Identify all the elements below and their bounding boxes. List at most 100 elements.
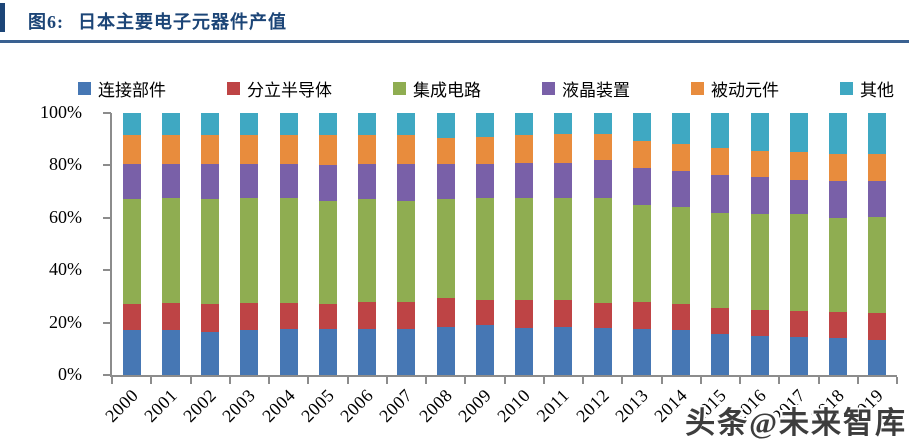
stacked-bar-2017 — [789, 113, 808, 375]
title-accent-bar — [0, 3, 5, 32]
legend-swatch-icon — [691, 82, 704, 95]
bar-slot — [308, 113, 347, 375]
bar-slot — [465, 113, 504, 375]
bar-segment — [711, 334, 730, 375]
stacked-bar-2003 — [240, 113, 259, 375]
bar-segment — [711, 308, 730, 335]
bar-segment — [436, 137, 455, 165]
stacked-bar-2014 — [672, 113, 691, 375]
bar-segment — [593, 134, 612, 161]
bar-slot — [426, 113, 465, 375]
x-axis-tick — [542, 377, 545, 384]
bar-slot — [112, 113, 151, 375]
legend-swatch-icon — [542, 82, 555, 95]
bar-segment — [240, 198, 259, 303]
bar-segment — [318, 165, 337, 201]
y-axis-tick — [103, 374, 111, 376]
bar-segment — [711, 212, 730, 309]
legend-item: 分立半导体 — [227, 76, 332, 101]
bar-segment — [554, 300, 573, 327]
bar-segment — [632, 140, 651, 169]
stacked-bar-2011 — [554, 113, 573, 375]
bars-container — [112, 113, 897, 375]
bar-segment — [161, 330, 180, 375]
x-axis-tick — [856, 377, 859, 384]
stacked-bar-2005 — [318, 113, 337, 375]
x-axis-tick — [621, 377, 624, 384]
bar-slot — [622, 113, 661, 375]
bar-segment — [632, 204, 651, 302]
bar-segment — [358, 199, 377, 302]
bar-segment — [515, 135, 534, 163]
bar-segment — [397, 200, 416, 302]
bar-segment — [672, 113, 691, 145]
bar-segment — [475, 325, 494, 375]
bar-segment — [829, 181, 848, 218]
bar-segment — [554, 134, 573, 163]
bar-segment — [868, 181, 887, 217]
x-axis-tick — [503, 377, 506, 384]
bar-segment — [515, 113, 534, 136]
bar-segment — [201, 331, 220, 375]
bar-segment — [868, 113, 887, 154]
x-axis-tick — [228, 377, 231, 384]
legend-item: 连接部件 — [78, 76, 166, 101]
figure-title-text: 日本主要电子元器件产值 — [78, 12, 287, 32]
y-axis-tick — [103, 112, 111, 114]
bar-segment — [750, 151, 769, 178]
bar-slot — [151, 113, 190, 375]
bar-segment — [789, 179, 808, 214]
bar-slot — [191, 113, 230, 375]
bar-segment — [318, 304, 337, 330]
bar-segment — [201, 199, 220, 305]
bar-segment — [475, 113, 494, 137]
legend-item: 集成电路 — [393, 76, 481, 101]
bar-segment — [554, 198, 573, 301]
bar-segment — [358, 164, 377, 200]
x-axis-tick — [111, 377, 113, 384]
legend-label: 连接部件 — [98, 81, 166, 100]
stacked-bar-2000 — [122, 113, 141, 375]
y-axis-tick — [103, 216, 111, 219]
bar-segment — [475, 164, 494, 199]
x-axis-tick — [739, 377, 741, 384]
x-axis-tick — [268, 377, 270, 384]
bar-segment — [436, 113, 455, 138]
bar-segment — [632, 329, 651, 375]
stacked-bar-2012 — [593, 113, 612, 375]
legend-label: 其他 — [860, 81, 894, 100]
y-tick-label: 60% — [49, 206, 82, 227]
x-axis-tick — [660, 377, 663, 384]
bar-segment — [436, 297, 455, 327]
bar-segment — [868, 339, 887, 375]
bar-segment — [789, 152, 808, 180]
x-axis-tick — [425, 377, 427, 384]
bar-segment — [161, 135, 180, 165]
bar-segment — [750, 113, 769, 152]
stacked-bar-2009 — [475, 113, 494, 375]
bar-segment — [201, 304, 220, 332]
bar-segment — [750, 213, 769, 310]
legend-item: 液晶装置 — [542, 76, 630, 101]
bar-segment — [515, 162, 534, 199]
stacked-bar-2001 — [161, 113, 180, 375]
stacked-bar-2006 — [358, 113, 377, 375]
bar-segment — [593, 327, 612, 375]
legend-label: 液晶装置 — [562, 81, 630, 100]
bar-segment — [711, 113, 730, 149]
plot-area — [103, 112, 898, 384]
bar-segment — [829, 153, 848, 182]
y-tick-label: 100% — [40, 102, 82, 122]
bar-segment — [161, 164, 180, 199]
bar-segment — [672, 304, 691, 331]
bar-segment — [554, 113, 573, 134]
bar-segment — [201, 164, 220, 200]
title-underline — [0, 40, 909, 43]
x-axis-tick — [150, 377, 153, 384]
bar-segment — [789, 337, 808, 375]
bar-segment — [122, 113, 141, 136]
x-axis-tick — [699, 377, 702, 384]
legend-swatch-icon — [393, 82, 406, 95]
bar-segment — [122, 164, 141, 200]
watermark: 头条@未来智库 — [685, 407, 907, 440]
